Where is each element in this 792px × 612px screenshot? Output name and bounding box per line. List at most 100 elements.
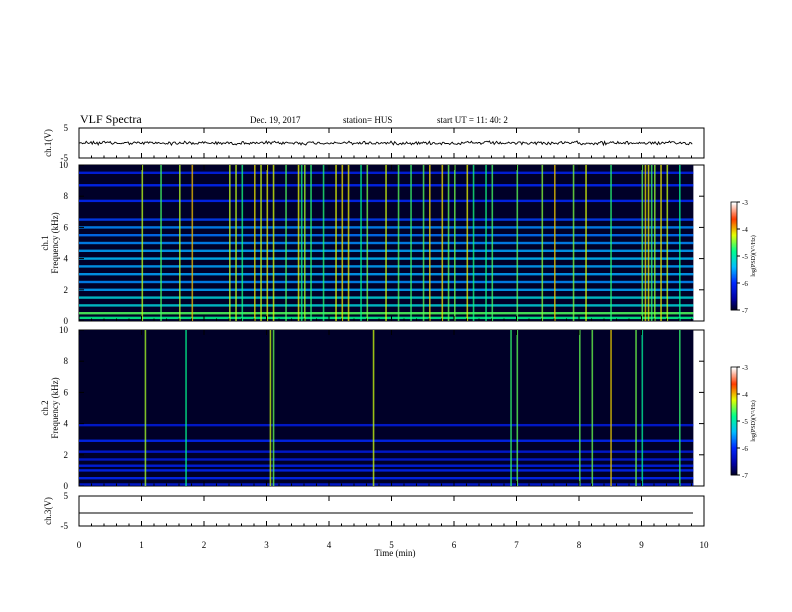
spec2-band — [79, 439, 694, 442]
spec2-panel: 10 8 6 4 2 0 ch.2 Frequency (kHz) — [40, 325, 705, 491]
colorbar-ch2-segment — [731, 375, 737, 377]
colorbar-ch1-segment — [731, 202, 737, 204]
colorbar-ch2-segment — [731, 395, 737, 398]
colorbar-ch2: -3 -4 -5 -6 -7 log(PSD)(V²/Hz) — [730, 364, 757, 480]
x-tick-label: 7 — [514, 540, 519, 550]
colorbar-ch2-segment — [731, 450, 737, 453]
colorbar-ch1-segment — [731, 278, 737, 281]
spec2-band — [79, 483, 694, 486]
colorbar-ch2-segment — [731, 419, 737, 422]
spec1-sferic — [300, 165, 303, 321]
spec2-sferic — [679, 330, 681, 486]
spec1-sferic — [141, 165, 144, 321]
colorbar-ch1-tick-label: -6 — [742, 280, 748, 288]
spec2-band — [79, 477, 694, 480]
colorbar-ch2-segment — [731, 402, 737, 404]
colorbar-ch1-segment — [731, 297, 737, 300]
colorbar-ch2-segment — [731, 460, 737, 462]
colorbar-ch1-segment — [731, 210, 737, 212]
x-tick-label: 3 — [264, 540, 269, 550]
colorbar-ch2-segment — [731, 443, 737, 446]
colorbar-ch2-segment — [731, 423, 737, 426]
colorbar-ch1-segment — [731, 223, 737, 226]
colorbar-ch2-segment — [731, 438, 737, 441]
spec1-sferic — [660, 165, 662, 321]
colorbar-ch2-segment — [731, 434, 737, 437]
spec1-sferic — [644, 165, 647, 321]
colorbar-ch1-segment — [731, 265, 737, 268]
spec1-sferic — [572, 165, 575, 321]
colorbar-ch2-segment — [731, 371, 737, 373]
colorbar-ch1-segment — [731, 229, 737, 231]
colorbar-ch2-segment — [731, 461, 737, 464]
colorbar-ch2-segment — [731, 410, 737, 412]
spec2-band — [79, 464, 694, 467]
ch1-panel: 5 -5 ch.1(V) — [43, 123, 705, 163]
colorbar-ch1-segment — [731, 305, 737, 308]
colorbar-ch1-segment — [731, 268, 737, 270]
spec2-band — [79, 469, 694, 472]
spec1-ytick-label: 4 — [64, 254, 69, 264]
spec2-sferic — [610, 330, 612, 486]
colorbar-ch1-segment — [731, 261, 737, 264]
colorbar-ch1-segment — [731, 251, 737, 254]
ch3-ylabel: ch.3(V) — [43, 497, 53, 525]
colorbar-ch2-segment — [731, 400, 737, 403]
ch3-tick-top: 5 — [64, 491, 69, 501]
time-axis-label: Time (min) — [375, 548, 416, 558]
colorbar-ch1-segment — [731, 237, 737, 239]
colorbar-ch2-segment — [731, 457, 737, 460]
x-tick-label: 1 — [139, 540, 144, 550]
spec1-sferic — [347, 165, 350, 321]
spec1-sferic — [650, 165, 653, 321]
colorbar-ch1-segment — [731, 257, 737, 260]
x-tick-label: 6 — [452, 540, 457, 550]
colorbar-ch2-segment — [731, 414, 737, 416]
colorbar-ch1-segment — [731, 280, 737, 283]
x-tick-label: 9 — [639, 540, 644, 550]
colorbar-ch2-segment — [731, 406, 737, 408]
colorbar-ch2-segment — [731, 373, 737, 376]
colorbar-ch1-segment — [731, 243, 737, 246]
spec1-sferic — [641, 165, 644, 321]
x-tick-label: 10 — [700, 540, 710, 550]
ch1-ylabel: ch.1(V) — [43, 129, 53, 157]
colorbar-ch1-segment — [731, 293, 737, 296]
spec1-sferic — [454, 165, 456, 321]
colorbar-ch1-segment — [731, 262, 737, 265]
colorbar-ch2-tick-label: -5 — [742, 418, 748, 426]
ch3-tick-bottom: -5 — [61, 521, 69, 531]
colorbar-ch1-segment — [731, 295, 737, 297]
spec2-ytick-label: 8 — [64, 356, 69, 366]
colorbar-ch1-segment — [731, 253, 737, 256]
spec2-ytick-label: 6 — [64, 387, 69, 397]
spec1-sferic — [235, 165, 237, 321]
colorbar-ch1-segment — [731, 254, 737, 257]
spec1-ytick-label: 6 — [64, 222, 69, 232]
colorbar-ch1-segment — [731, 289, 737, 292]
colorbar-ch2-segment — [731, 427, 737, 430]
colorbar-ch2-segment — [731, 367, 737, 369]
colorbar-ch2-segment — [731, 445, 737, 448]
colorbar-ch2-segment — [731, 465, 737, 468]
spec2-sferic — [579, 330, 581, 486]
colorbar-ch2-segment — [731, 369, 737, 372]
colorbar-ch1-segment — [731, 245, 737, 247]
spec1-sferic — [341, 165, 344, 321]
colorbar-ch1-segment — [731, 214, 737, 216]
spec1-sferic — [385, 165, 387, 321]
colorbar-ch2-segment — [731, 435, 737, 438]
colorbar-ch1-segment — [731, 281, 737, 284]
colorbar-ch1-segment — [731, 284, 737, 287]
x-tick-label: 0 — [77, 540, 82, 550]
colorbar-ch2-segment — [731, 396, 737, 399]
colorbar-ch2-segment — [731, 418, 737, 421]
colorbar-ch1-segment — [731, 226, 737, 229]
colorbar-ch2-segment — [731, 458, 737, 461]
spec1-ytick-label: 2 — [64, 285, 69, 295]
colorbar-ch1-segment — [731, 287, 737, 289]
colorbar-ch2-segment — [731, 448, 737, 450]
colorbar-ch1-segment — [731, 276, 737, 278]
colorbar-ch2-segment — [731, 452, 737, 454]
colorbar-ch2-segment — [731, 469, 737, 472]
